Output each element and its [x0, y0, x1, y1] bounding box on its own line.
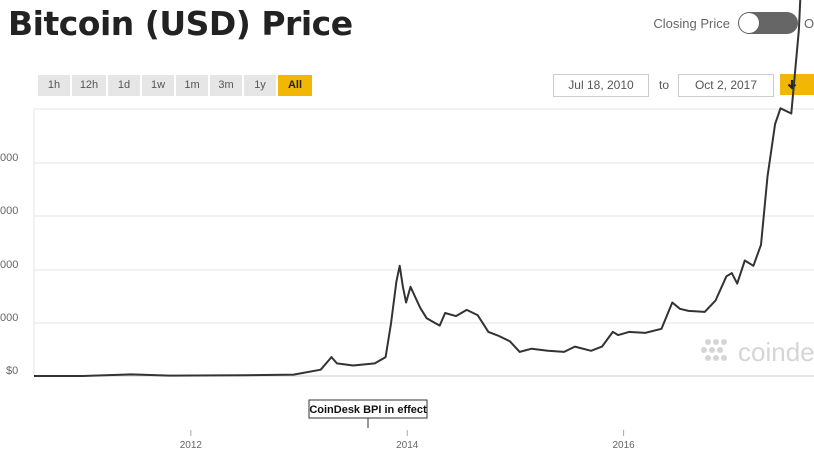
y-tick-label: 000 [0, 152, 18, 164]
date-to-label: to [659, 78, 670, 92]
closing-price-toggle-group: Closing Price O [653, 12, 814, 34]
range-button-1m[interactable]: 1m [176, 75, 208, 96]
time-range-buttons: 1h 12h 1d 1w 1m 3m 1y All [38, 75, 314, 96]
y-tick-label: $0 [6, 365, 18, 377]
date-from-field[interactable]: Jul 18, 2010 [553, 74, 649, 97]
x-tick-label: 2016 [612, 440, 635, 451]
annotation-text: CoinDesk BPI in effect [309, 404, 427, 416]
range-button-1h[interactable]: 1h [38, 75, 70, 96]
watermark-text: coindesk [738, 337, 814, 367]
y-tick-label: 000 [0, 205, 18, 217]
x-tick-label: 2014 [396, 440, 419, 451]
toggle-knob [739, 13, 759, 33]
range-button-1w[interactable]: 1w [142, 75, 174, 96]
date-to-field[interactable]: Oct 2, 2017 [678, 74, 774, 97]
page-title: Bitcoin (USD) Price [8, 4, 353, 43]
y-tick-label: 000 [0, 312, 18, 324]
grid-lines [33, 108, 814, 377]
x-axis-ticks: 2012 2014 2016 [180, 430, 635, 451]
y-axis-ticks: $0 000 000 000 000 [0, 152, 18, 377]
range-button-1d[interactable]: 1d [108, 75, 140, 96]
annotation-callout: CoinDesk BPI in effect [308, 399, 428, 428]
toggle-label: Closing Price [653, 15, 730, 31]
toggle-after-label: O [804, 15, 814, 31]
x-tick-label: 2012 [180, 440, 203, 451]
range-button-all[interactable]: All [278, 75, 312, 96]
range-button-12h[interactable]: 12h [72, 75, 106, 96]
price-series-line [34, 0, 802, 377]
closing-price-toggle[interactable] [738, 12, 798, 34]
coindesk-watermark: coindesk [701, 337, 814, 367]
range-button-3m[interactable]: 3m [210, 75, 242, 96]
y-tick-label: 000 [0, 259, 18, 271]
range-button-1y[interactable]: 1y [244, 75, 276, 96]
